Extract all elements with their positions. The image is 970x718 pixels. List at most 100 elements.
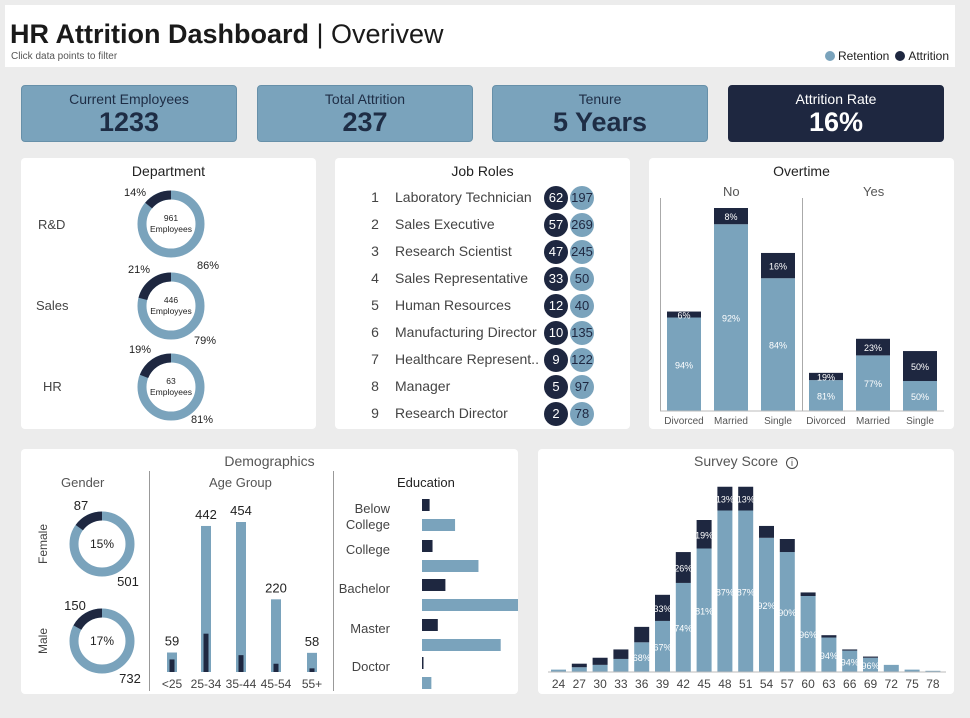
overtime-retention-label: 92% — [722, 314, 740, 324]
overtime-retention-label: 50% — [911, 392, 929, 402]
legend-retention-label: Retention — [837, 49, 890, 63]
overtime-tick-label: Single — [764, 416, 792, 427]
survey-attrition-bar — [842, 649, 858, 651]
survey-attrition-bar — [821, 635, 837, 638]
dept-row-hr[interactable]: HR 63 Employees 19% 81% — [43, 344, 213, 426]
survey-retention-label: 81% — [695, 606, 713, 616]
age-value-label: 442 — [195, 507, 217, 522]
survey-attrition-bar — [571, 663, 587, 668]
legend-attrition[interactable]: Attrition — [895, 49, 949, 63]
age-retention-bar — [307, 652, 317, 672]
legend-retention[interactable]: Retention — [824, 49, 890, 63]
job-role-name: Manager — [395, 378, 451, 394]
age-attrition-bar — [309, 668, 315, 672]
education-retention-bar — [422, 639, 501, 651]
info-icon[interactable]: i — [785, 457, 798, 469]
overtime-tick-label: Married — [856, 416, 890, 427]
overtime-retention-bar — [667, 317, 701, 411]
survey-tick-label: 57 — [781, 677, 795, 691]
overtime-retention-bar — [856, 355, 890, 411]
age-tick-label: <25 — [162, 677, 183, 691]
job-role-attrition: 9 — [544, 348, 568, 372]
dept-row-rd[interactable]: R&D 961 Employees 14% 86% — [38, 187, 219, 272]
job-role-name: Research Scientist — [395, 243, 512, 259]
donut-center-count: 63 — [166, 376, 176, 386]
survey-tick-label: 51 — [739, 677, 753, 691]
overtime-tick-label: Divorced — [806, 416, 845, 427]
age-attrition-bar — [238, 655, 244, 672]
overtime-attrition-label: 23% — [864, 343, 882, 353]
job-role-retention: 122 — [570, 348, 594, 372]
overtime-tick-label: Single — [906, 416, 934, 427]
gender-attrition-count: 150 — [64, 598, 86, 613]
education-category-label: College — [346, 517, 390, 532]
education-category-label: College — [346, 542, 390, 557]
education-attrition-bar — [422, 657, 424, 669]
survey-tick-label: 42 — [677, 677, 691, 691]
job-role-retention: 135 — [570, 321, 594, 345]
survey-tick-label: 78 — [926, 677, 940, 691]
survey-retention-bar — [696, 548, 712, 672]
gender-attrition-count: 87 — [74, 498, 88, 513]
overtime-attrition-label: 19% — [817, 372, 835, 382]
survey-attrition-bar — [634, 626, 650, 643]
education-retention-bar — [422, 519, 456, 531]
survey-retention-bar — [738, 510, 754, 672]
age-attrition-bar — [273, 663, 279, 672]
donut-attrition-label: 21% — [128, 264, 150, 276]
gender-name: Female — [36, 524, 50, 564]
legend: Retention Attrition — [824, 49, 949, 63]
overtime-chart: 94% 6% Divorced 92% 8% Married 84% 16% Single 81%… — [660, 208, 944, 427]
gender-retention-count: 732 — [119, 671, 141, 686]
survey-attrition-bar — [655, 594, 670, 621]
gender-name: Male — [36, 628, 50, 654]
job-role-retention: 197 — [570, 186, 594, 210]
dept-name: HR — [43, 379, 62, 394]
survey-retention-label: 94% — [841, 657, 859, 667]
job-role-retention: 269 — [570, 213, 594, 237]
kpi-current-employees[interactable]: Current Employees 1233 — [21, 85, 237, 142]
job-role-retention: 78 — [570, 402, 594, 426]
donut-center-count: 446 — [164, 295, 178, 305]
job-role-retention: 50 — [570, 267, 594, 291]
gender-row-male[interactable]: Male 17% 150 732 — [36, 598, 141, 686]
job-role-attrition: 57 — [544, 213, 568, 237]
job-role-name: Healthcare Represent.. — [395, 351, 539, 367]
survey-attrition-bar — [717, 486, 733, 511]
survey-retention-bar — [759, 537, 774, 672]
job-role-retention: 40 — [570, 294, 594, 318]
overtime-retention-bar — [761, 278, 795, 411]
page-subtitle: Click data points to filter — [11, 51, 118, 62]
donut-center-label: Employyes — [150, 306, 192, 316]
job-role-attrition: 33 — [544, 267, 568, 291]
survey-retention-label: 90% — [778, 608, 796, 618]
education-retention-bar — [422, 560, 479, 572]
job-role-attrition: 10 — [544, 321, 568, 345]
survey-attrition-label: 19% — [695, 530, 713, 540]
kpi-tenure[interactable]: Tenure 5 Years — [492, 85, 708, 142]
overtime-group-no: No — [723, 184, 740, 199]
kpi-total-attrition[interactable]: Total Attrition 237 — [257, 85, 473, 142]
job-role-name: Laboratory Technician — [395, 189, 532, 205]
age-tick-label: 55+ — [302, 677, 322, 691]
overtime-retention-label: 81% — [817, 392, 835, 402]
donut-attrition-arc — [137, 190, 205, 258]
survey-retention-bar — [634, 642, 650, 672]
survey-retention-bar — [863, 657, 878, 672]
kpi-attrition-rate[interactable]: Attrition Rate 16% — [728, 85, 944, 142]
survey-attrition-bar — [800, 592, 816, 596]
survey-attrition-bar — [738, 486, 754, 511]
overtime-card: Overtime No Yes 94% 6% Divorced 92% 8% Marrie… — [649, 158, 954, 429]
survey-retention-label: 87% — [716, 587, 734, 597]
age-retention-bar — [236, 522, 246, 672]
gender-attrition-arc — [69, 608, 135, 674]
overtime-attrition-bar — [761, 252, 795, 279]
overtime-tick-label: Married — [714, 416, 748, 427]
dept-row-sales[interactable]: Sales 446 Employyes 21% 79% — [36, 264, 216, 347]
job-roles-card: Job Roles 1 Laboratory Technician 62 197… — [335, 158, 630, 429]
overtime-divider-left — [660, 198, 661, 411]
gender-row-female[interactable]: Female 15% 87 501 — [36, 498, 139, 589]
department-title: Department — [131, 163, 206, 179]
job-role-rank: 4 — [371, 270, 379, 286]
kpi-label: Tenure — [578, 91, 622, 107]
